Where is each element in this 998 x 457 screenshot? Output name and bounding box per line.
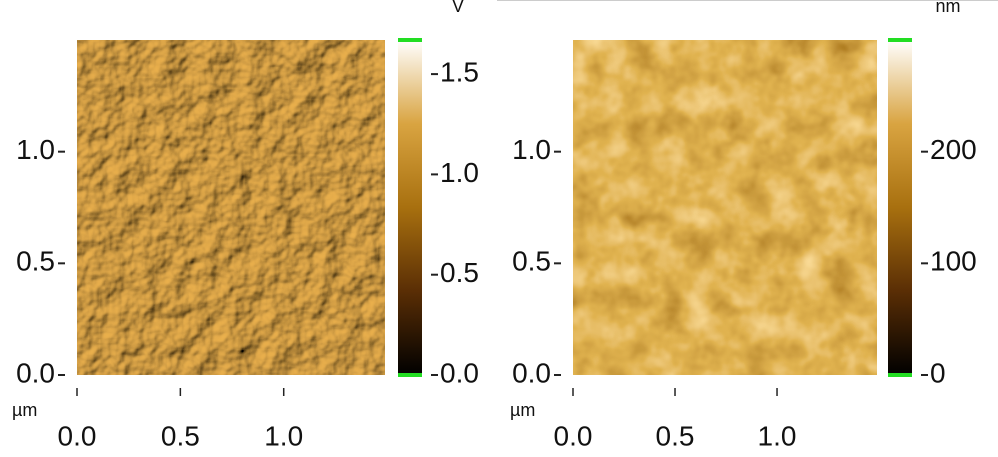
colorbar-tick-label: 0 [930,357,946,388]
x-tick-label: 1.0 [264,420,303,451]
colorbar-tick-label: 0.5 [440,257,479,288]
y-tick-label: 0.5 [512,246,551,277]
colorbar-unit: nm [935,0,960,16]
x-tick-label: 1.0 [758,420,797,451]
afm-image [77,40,385,375]
afm-image [573,40,877,375]
x-unit: µm [12,400,37,420]
colorbar [398,40,422,375]
colorbar-tick-label: 200 [930,134,977,165]
colorbar-tick-label: 1.5 [440,56,479,87]
x-unit: µm [510,400,535,420]
colorbar-tick-label: 0.0 [440,357,479,388]
colorbar [888,40,912,375]
x-tick-label: 0.5 [161,420,200,451]
y-tick-label: 1.0 [16,134,55,165]
y-tick-label: 0.5 [16,246,55,277]
colorbar-tick-label: 1.0 [440,157,479,188]
x-tick-label: 0.5 [656,420,695,451]
colorbar-tick-label: 100 [930,246,977,277]
colorbar-unit: V [452,0,464,16]
y-tick-label: 0.0 [16,357,55,388]
x-tick-label: 0.0 [554,420,593,451]
x-tick-label: 0.0 [58,420,97,451]
y-tick-label: 0.0 [512,357,551,388]
y-tick-label: 1.0 [512,134,551,165]
